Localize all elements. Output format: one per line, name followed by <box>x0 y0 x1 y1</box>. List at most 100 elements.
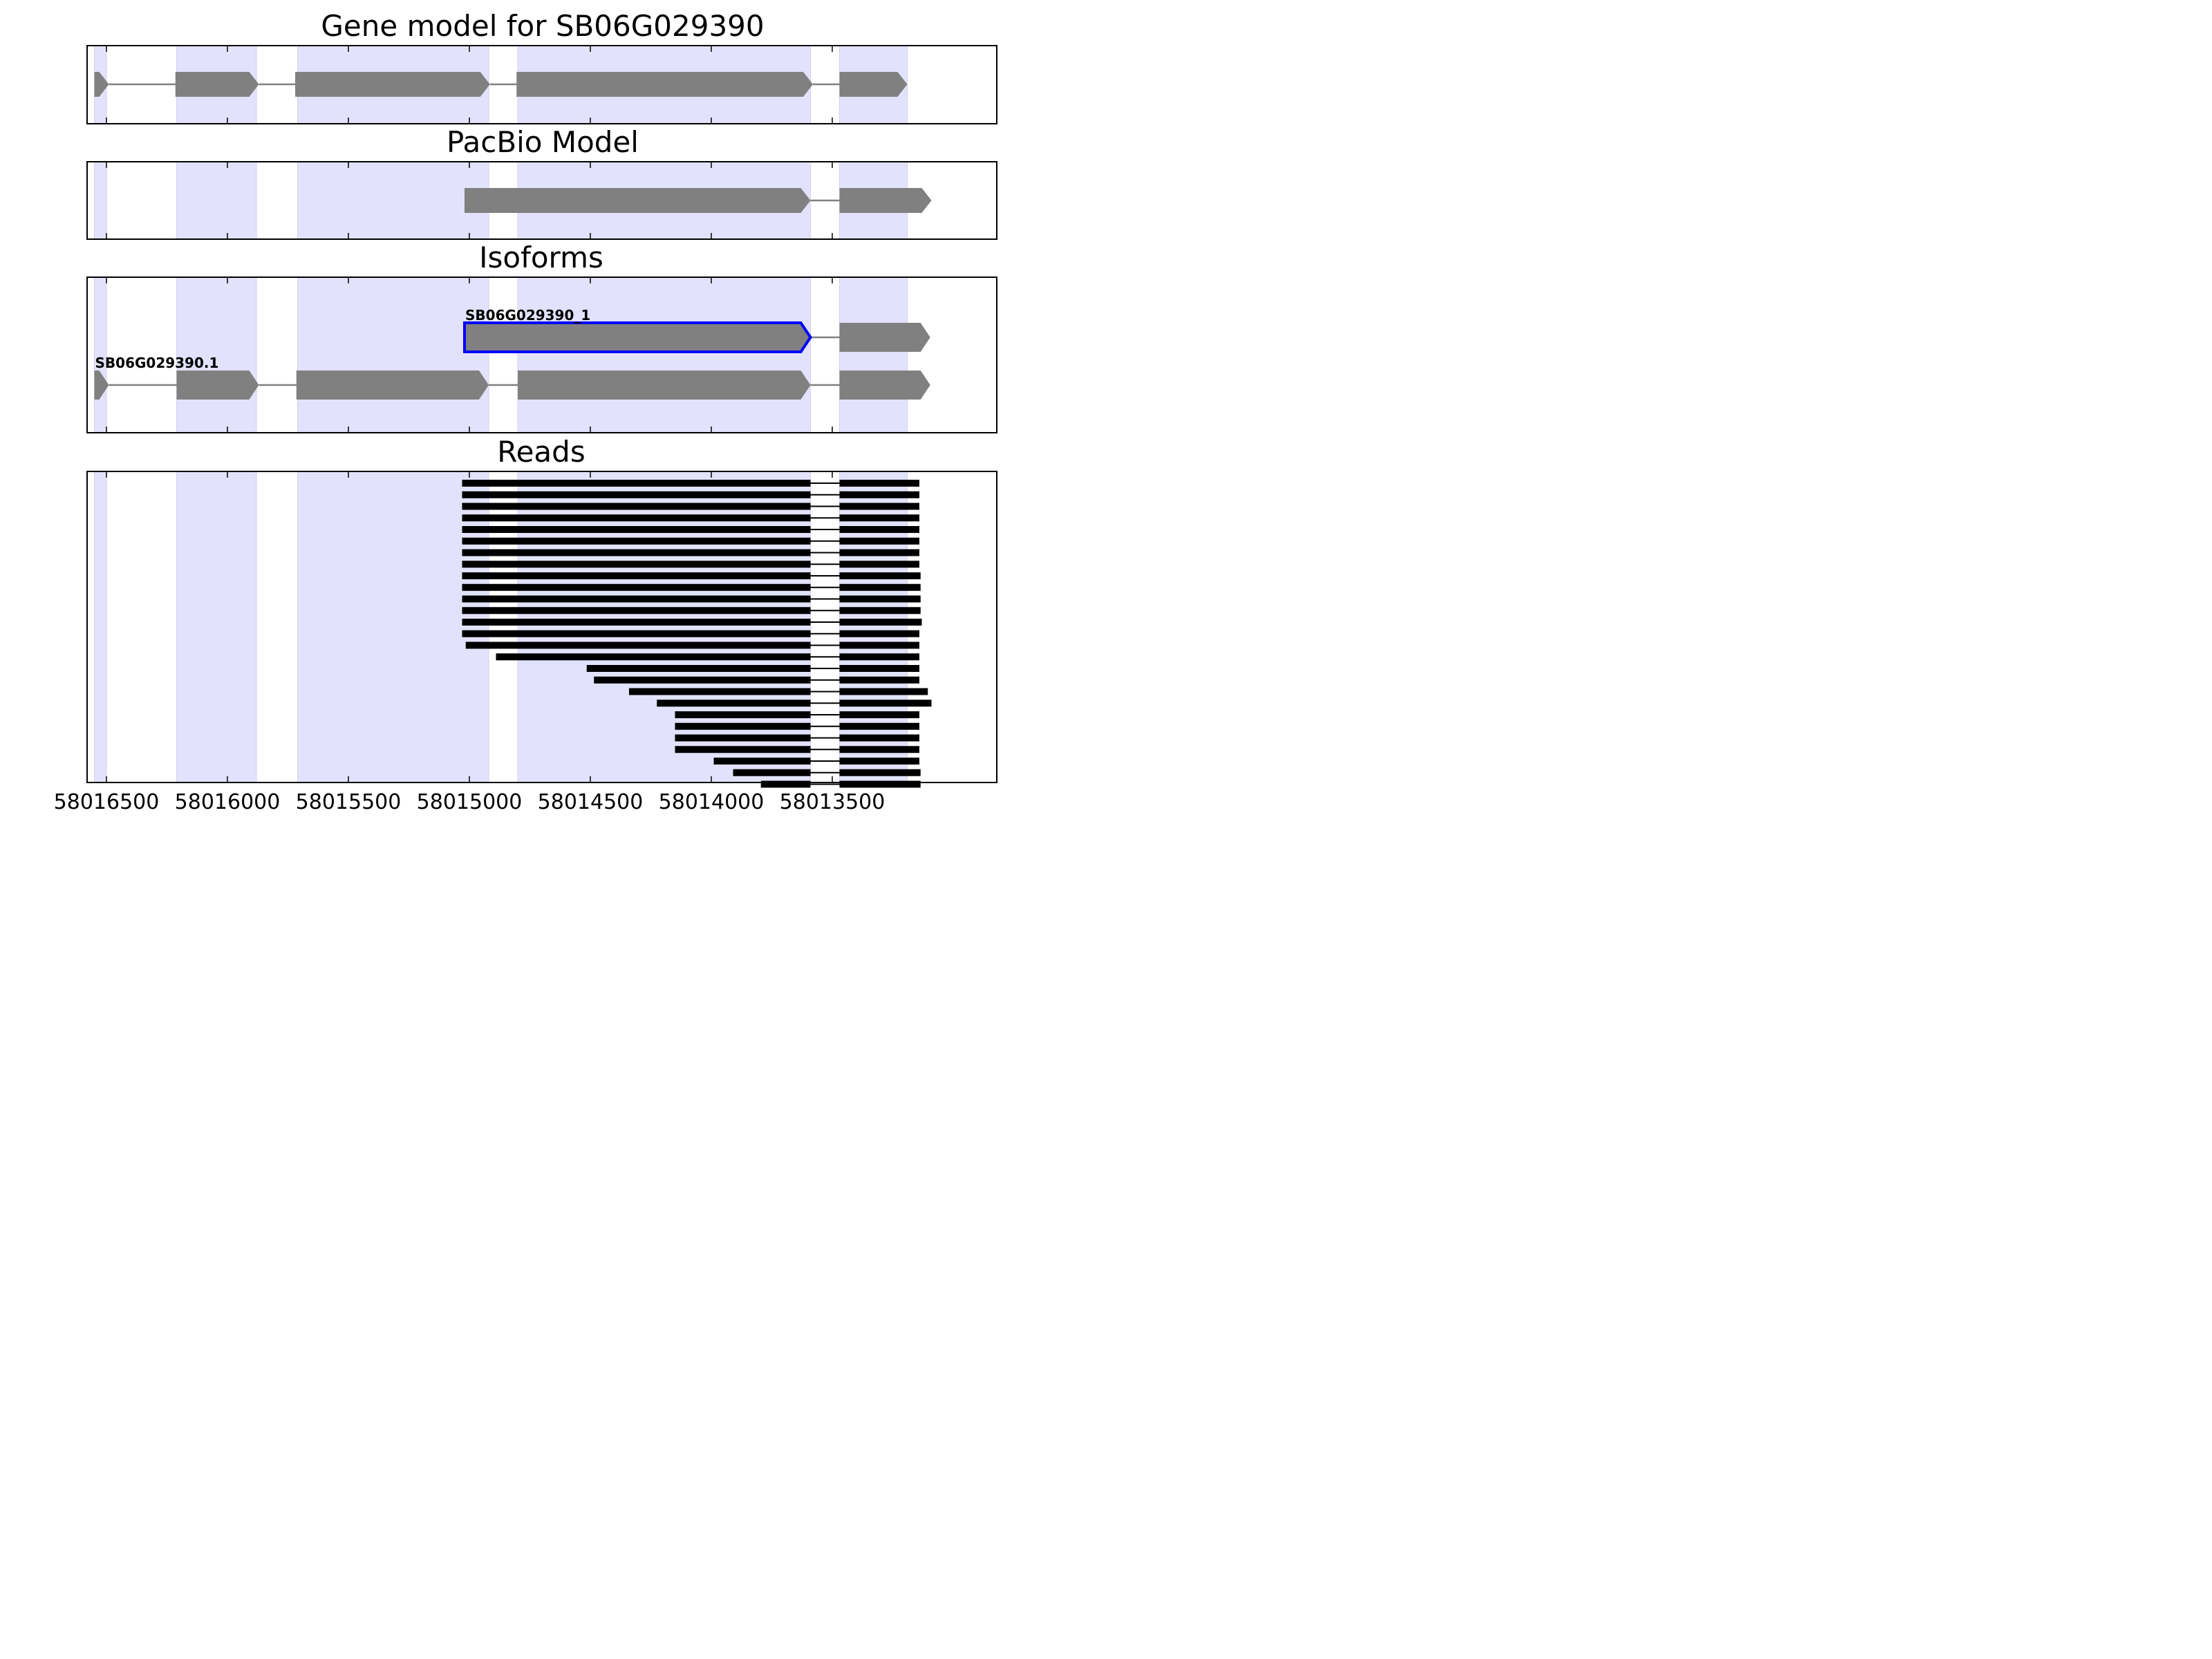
exon-block <box>176 371 259 400</box>
read-alignment <box>733 769 921 776</box>
exon-region-band <box>297 276 489 433</box>
read-block <box>839 769 921 776</box>
panel-title-isoforms: Isoforms <box>479 241 603 274</box>
read-block <box>839 700 932 707</box>
isoform-label: SB06G029390.1 <box>95 355 219 371</box>
read-block <box>839 607 921 615</box>
read-alignment <box>586 665 919 672</box>
read-alignment <box>465 641 919 649</box>
exon-region-band <box>176 471 257 783</box>
selected-exon <box>463 321 812 353</box>
read-block <box>839 630 919 637</box>
read-block <box>839 572 921 579</box>
gene-model-track <box>94 72 908 97</box>
read-block <box>839 619 922 626</box>
read-alignment <box>462 595 921 603</box>
panel-title-reads: Reads <box>497 435 585 469</box>
read-block <box>839 514 919 522</box>
read-alignment <box>713 758 919 765</box>
x-axis-ticks <box>106 471 833 782</box>
read-block <box>462 572 811 579</box>
read-block <box>465 641 811 649</box>
panel-title-gene-model: Gene model for SB06G029390 <box>321 9 764 43</box>
read-alignment <box>462 514 919 522</box>
read-alignment <box>760 780 921 788</box>
x-tick-label: 58016500 <box>54 790 160 812</box>
read-block <box>675 722 811 730</box>
x-tick-label: 58014500 <box>538 790 644 812</box>
read-block <box>733 769 811 776</box>
panel-gene-model: Gene model for SB06G029390 <box>86 9 997 124</box>
read-alignment <box>629 688 928 695</box>
panel-title-pacbio-model: PacBio Model <box>447 125 639 159</box>
read-block <box>462 607 811 615</box>
x-axis-ticks <box>106 277 833 433</box>
read-block <box>629 688 811 695</box>
read-block <box>675 711 811 718</box>
read-block <box>760 780 811 788</box>
read-block <box>462 619 811 626</box>
read-alignment <box>462 630 919 637</box>
read-block <box>839 746 919 753</box>
read-alignment <box>462 503 919 510</box>
read-block <box>462 583 811 591</box>
read-block <box>675 734 811 742</box>
read-block <box>839 549 919 556</box>
read-alignment <box>657 700 932 707</box>
exon-region-band <box>94 161 107 240</box>
exon-block <box>839 72 908 97</box>
x-tick-label: 58014000 <box>659 790 765 812</box>
read-block <box>675 746 811 753</box>
isoform-label: SB06G029390_1 <box>465 307 590 324</box>
read-alignment <box>462 537 919 545</box>
exon-block <box>839 188 932 213</box>
read-block <box>839 780 921 788</box>
read-block <box>839 561 919 568</box>
read-block <box>839 503 919 510</box>
exon-region-band <box>297 471 489 783</box>
read-block <box>839 526 919 533</box>
isoform-track[interactable]: SB06G029390.1 <box>94 355 930 400</box>
read-block <box>839 711 919 718</box>
read-alignment <box>462 572 921 579</box>
read-alignment <box>594 676 919 684</box>
read-block <box>839 491 919 498</box>
x-axis-tick-labels: 58016500 58016000 58015500 58015000 58014500… <box>54 790 885 812</box>
x-axis-ticks <box>106 162 833 239</box>
exon-block <box>839 323 930 352</box>
read-block <box>839 583 921 591</box>
x-tick-label: 58015500 <box>296 790 402 812</box>
read-block <box>462 537 811 545</box>
panel-pacbio-model: PacBio Model <box>86 125 997 240</box>
exon-block <box>839 371 930 400</box>
read-alignment <box>675 722 919 730</box>
read-block <box>839 595 921 603</box>
panel-reads: Reads 58016500 58016000 58015500 58015000 58… <box>54 435 997 812</box>
read-block <box>462 514 811 522</box>
read-block <box>462 595 811 603</box>
read-block <box>462 503 811 510</box>
panel-frame <box>86 276 997 433</box>
panel-frame <box>86 471 997 783</box>
exon-region-band <box>839 471 908 783</box>
exon-block <box>295 72 490 97</box>
exon-block <box>518 371 811 400</box>
x-tick-label: 58015000 <box>417 790 523 812</box>
exon-region-band <box>94 471 107 783</box>
exon-block <box>175 72 259 97</box>
read-alignment <box>462 561 919 568</box>
x-tick-label: 58016000 <box>175 790 281 812</box>
read-alignment <box>675 746 919 753</box>
read-block <box>839 480 919 487</box>
exon-region-band <box>176 161 257 240</box>
exon-block <box>94 72 109 97</box>
read-block <box>839 641 919 649</box>
exon-region-highlights <box>94 471 908 783</box>
read-block <box>462 561 811 568</box>
isoform-track[interactable]: SB06G029390_1 <box>463 307 930 353</box>
read-alignment <box>462 526 919 533</box>
exon-block <box>94 371 109 400</box>
panel-frame <box>86 45 997 124</box>
read-alignment <box>675 734 919 742</box>
panel-frame <box>86 161 997 240</box>
